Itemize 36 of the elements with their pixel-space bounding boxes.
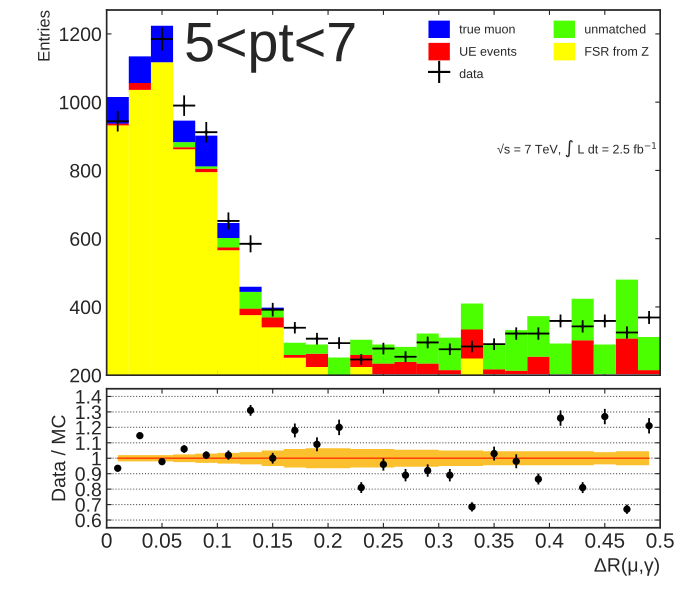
y-tick-label: 1.3: [76, 405, 101, 420]
y-tick-label: 600: [70, 232, 102, 246]
y-tick-label: 1.1: [76, 436, 101, 450]
y-tick-label: 0.6: [76, 513, 101, 528]
annotation: 5<pt<7: [186, 23, 354, 73]
y-tick-label: 400: [70, 300, 102, 314]
x-tick-label: 0.05: [142, 533, 182, 548]
y-tick-label: 1200: [60, 27, 102, 42]
y-tick-label: 1.2: [76, 420, 101, 434]
y-tick-label: 0.9: [76, 467, 101, 481]
legend-label: UE events: [460, 47, 516, 56]
x-tick-label: 0.1: [204, 533, 231, 548]
y-tick-label: 200: [70, 368, 102, 382]
y-tick-label: 1: [92, 452, 101, 466]
x-tick-label: 0.35: [474, 533, 514, 548]
y-tick-label: 800: [70, 164, 102, 178]
legend-label: data: [460, 68, 484, 78]
y-axis-title: Data / MC: [51, 415, 66, 500]
legend-label: true muon: [459, 25, 515, 34]
legend-label: FSR from Z: [585, 46, 649, 56]
y-tick-label: 0.8: [76, 482, 101, 496]
x-axis-title: ΔR(μ,γ): [594, 558, 659, 576]
y-tick-label: 1.4: [76, 390, 102, 404]
x-tick-label: 0.3: [425, 533, 452, 548]
x-tick-label: 0.5: [646, 533, 674, 548]
x-tick-label: 0.15: [253, 533, 292, 548]
x-tick-label: 0: [102, 533, 112, 548]
x-tick-label: 0.45: [585, 533, 624, 548]
y-axis-title: Entries: [37, 10, 50, 61]
x-tick-label: 0.2: [314, 533, 342, 548]
legend-label: unmatched: [585, 24, 646, 34]
x-tick-label: 0.4: [536, 533, 564, 548]
annotation: √s = 7 TeV, ∫ L dt = 2.5 fb$^{−1}$: [497, 140, 656, 158]
y-tick-label: 0.7: [76, 498, 101, 512]
x-tick-label: 0.25: [364, 533, 403, 548]
y-tick-label: 1000: [60, 96, 102, 110]
